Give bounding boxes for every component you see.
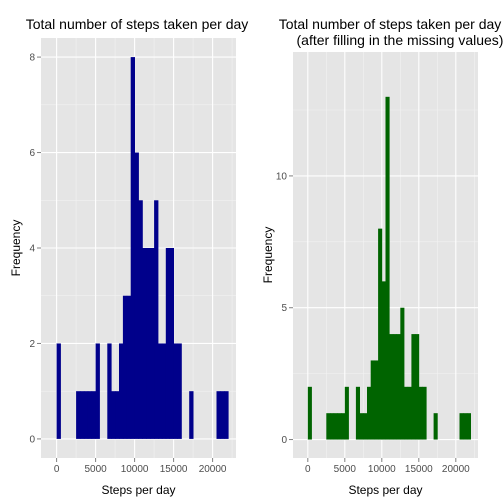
histogram-bar — [178, 343, 182, 438]
x-tick-label: 10000 — [121, 464, 149, 475]
histogram-bar — [57, 343, 61, 438]
histogram-bar — [419, 387, 423, 440]
histogram-bar — [111, 391, 115, 439]
histogram-bar — [135, 153, 139, 439]
x-tick-label: 0 — [54, 464, 60, 475]
histogram-bar — [80, 391, 84, 439]
chart-panel-1: 0 5000 10000 15000 20000 0 2 4 6 8 Total number of… — [9, 16, 248, 497]
histogram-bar — [367, 387, 371, 440]
histogram-bar — [404, 387, 408, 440]
histogram-bar — [162, 343, 166, 438]
histogram-bar — [397, 334, 401, 439]
x-tick-label: 5000 — [84, 464, 107, 475]
histogram-bar — [411, 334, 415, 439]
histogram-bar — [308, 387, 312, 440]
histogram-bar — [142, 248, 146, 439]
histogram-bar — [415, 334, 419, 439]
histogram-bar — [170, 248, 174, 439]
histogram-bar — [363, 413, 367, 439]
histogram-bar — [96, 343, 100, 438]
histogram-bar — [139, 200, 143, 439]
histogram-bar — [356, 387, 360, 440]
x-tick-label: 0 — [305, 464, 311, 475]
x-tick-label: 20000 — [442, 464, 470, 475]
histogram-bar — [334, 413, 338, 439]
y-tick-label: 4 — [29, 244, 35, 255]
histogram-bar — [467, 413, 471, 439]
histogram-bar — [123, 296, 127, 439]
histogram-bar — [463, 413, 467, 439]
histogram-bar — [434, 413, 438, 439]
histogram-bar — [220, 391, 224, 439]
histogram-bar — [131, 57, 135, 439]
histogram-bar — [107, 343, 111, 438]
histogram-bar — [389, 334, 393, 439]
histogram-bar — [386, 97, 390, 440]
histogram-bar — [393, 334, 397, 439]
histogram-bar — [158, 343, 162, 438]
histogram-bar — [154, 200, 158, 439]
y-tick-label: 8 — [29, 53, 35, 64]
histogram-bar — [224, 391, 228, 439]
histogram-bar — [360, 413, 364, 439]
histogram-bar — [174, 343, 178, 438]
histogram-bar — [84, 391, 88, 439]
histogram-bar — [400, 308, 404, 440]
histogram-bar — [345, 387, 349, 440]
histogram-bar — [341, 413, 345, 439]
chart-panel-2: 0 5000 10000 15000 20000 0 5 10 Total number of … — [261, 16, 503, 497]
histogram-bar — [92, 391, 96, 439]
histogram-bar — [326, 413, 330, 439]
x-tick-label: 15000 — [160, 464, 188, 475]
histogram-bar — [330, 413, 334, 439]
histogram-bar — [408, 387, 412, 440]
x-tick-label: 20000 — [199, 464, 227, 475]
histogram-bar — [76, 391, 80, 439]
histogram-bar — [119, 343, 123, 438]
histogram-bar — [337, 413, 341, 439]
histogram-bar — [217, 391, 221, 439]
histogram-bar — [115, 391, 119, 439]
x-tick-label: 5000 — [334, 464, 357, 475]
histogram-bar — [166, 248, 170, 439]
x-tick-label: 15000 — [405, 464, 433, 475]
histogram-bar — [150, 248, 154, 439]
x-axis-title: Steps per day — [101, 483, 175, 497]
y-tick-label: 0 — [29, 434, 35, 445]
histogram-bar — [374, 360, 378, 439]
histogram-bar — [378, 229, 382, 440]
chart-subtitle: (after filling in the missing values) — [297, 32, 504, 48]
histogram-bar — [127, 296, 131, 439]
chart-title: Total number of steps taken per day — [26, 16, 249, 32]
histogram-bar — [189, 391, 193, 439]
y-tick-label: 0 — [281, 435, 287, 446]
histogram-bar — [423, 387, 427, 440]
histogram-bar — [146, 248, 150, 439]
y-axis-title: Frequency — [9, 220, 23, 277]
x-tick-label: 10000 — [368, 464, 396, 475]
histogram-bar — [371, 360, 375, 439]
y-tick-label: 6 — [29, 148, 35, 159]
y-tick-label: 10 — [276, 171, 288, 182]
y-tick-label: 2 — [29, 339, 35, 350]
histogram-bar — [460, 413, 464, 439]
chart-title: Total number of steps taken per day — [279, 16, 502, 32]
histogram-bar — [382, 281, 386, 439]
x-axis-title: Steps per day — [348, 483, 422, 497]
y-axis-title: Frequency — [261, 227, 275, 284]
y-tick-label: 5 — [281, 303, 287, 314]
histogram-bar — [88, 391, 92, 439]
